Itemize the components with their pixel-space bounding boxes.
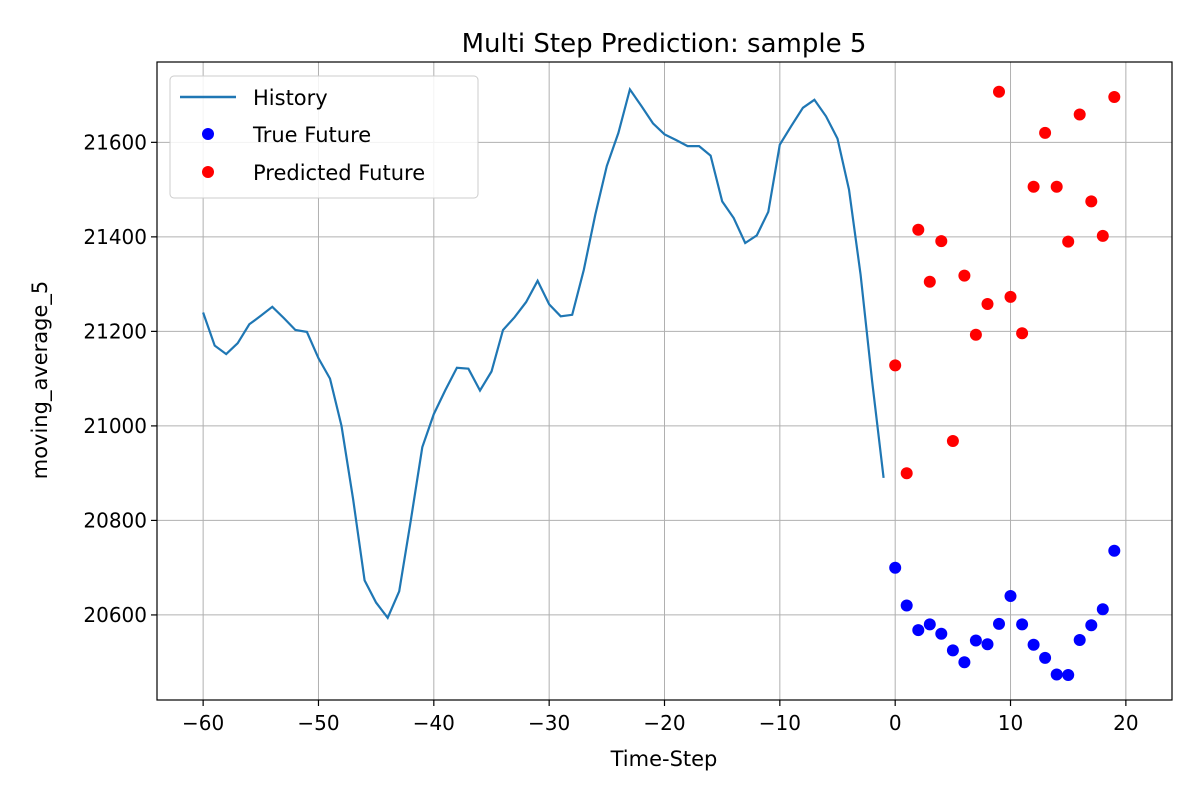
point-predicted-future	[1039, 126, 1052, 139]
point-predicted-future	[1027, 180, 1040, 193]
point-predicted-future	[1073, 108, 1086, 121]
y-tick-label: 21200	[83, 319, 147, 343]
series-line-history	[202, 86, 885, 620]
point-predicted-future	[1062, 235, 1075, 248]
point-true-future	[981, 638, 994, 651]
point-predicted-future	[1004, 290, 1017, 303]
point-true-future	[912, 624, 925, 637]
chart-title: Multi Step Prediction: sample 5	[462, 29, 867, 59]
legend-box	[169, 75, 479, 199]
point-predicted-future	[1085, 195, 1098, 208]
point-true-future	[969, 634, 982, 647]
point-predicted-future	[1050, 180, 1063, 193]
plot-frame	[156, 61, 1173, 701]
point-true-future	[1039, 651, 1052, 664]
point-true-future	[1108, 544, 1121, 557]
x-tick-label: −50	[297, 711, 339, 735]
point-true-future	[923, 618, 936, 631]
plot-area	[202, 85, 1121, 681]
point-true-future	[935, 627, 948, 640]
x-axis-label: Time-Step	[610, 747, 718, 771]
x-tick-label: −30	[528, 711, 570, 735]
point-true-future	[1096, 603, 1109, 616]
legend-label-predicted-future: Predicted Future	[253, 161, 425, 185]
y-axis-label: moving_average_5	[28, 281, 53, 480]
point-true-future	[1027, 638, 1040, 651]
point-predicted-future	[912, 223, 925, 236]
point-predicted-future	[981, 298, 994, 310]
point-true-future	[993, 617, 1005, 630]
point-true-future	[1050, 668, 1063, 681]
point-true-future	[1085, 619, 1098, 632]
x-tick-label: −10	[759, 711, 801, 735]
point-true-future	[1004, 590, 1017, 602]
point-predicted-future	[1096, 229, 1109, 242]
point-predicted-future	[889, 359, 902, 372]
point-true-future	[1073, 634, 1086, 646]
point-true-future	[1062, 669, 1075, 681]
x-tick-label: 0	[889, 711, 902, 735]
y-tick-label: 21000	[83, 414, 147, 438]
legend-marker-predicted-future	[202, 166, 214, 178]
legend-label-history: History	[253, 86, 328, 110]
point-true-future	[958, 656, 971, 669]
y-tick-label: 21400	[83, 225, 147, 249]
point-predicted-future	[993, 85, 1005, 98]
x-tick-label: −20	[643, 711, 685, 735]
point-predicted-future	[969, 328, 982, 341]
point-predicted-future	[923, 275, 936, 288]
y-tick-label: 20800	[83, 508, 147, 532]
point-predicted-future	[1108, 91, 1121, 103]
legend-marker-true-future	[202, 128, 214, 140]
y-tick-label: 21600	[83, 130, 147, 154]
axis-ticks: −60 −50 −40 −30 −20 −10 0 10 20 20600 20800 21000 21…	[83, 130, 1138, 735]
scatter-points	[889, 85, 1121, 681]
x-tick-label: 10	[998, 711, 1023, 735]
x-tick-label: 20	[1113, 711, 1138, 735]
x-tick-label: −60	[182, 711, 224, 735]
x-tick-label: −40	[413, 711, 455, 735]
legend: History True Future Predicted Future	[169, 75, 479, 199]
y-tick-label: 20600	[83, 603, 147, 627]
legend-label-true-future: True Future	[252, 123, 371, 147]
point-predicted-future	[946, 435, 959, 447]
point-predicted-future	[1016, 327, 1029, 340]
point-true-future	[889, 561, 902, 574]
point-predicted-future	[935, 235, 948, 248]
point-predicted-future	[900, 467, 913, 480]
point-true-future	[900, 599, 913, 612]
point-predicted-future	[958, 269, 971, 282]
point-true-future	[946, 644, 959, 657]
point-true-future	[1016, 618, 1029, 631]
